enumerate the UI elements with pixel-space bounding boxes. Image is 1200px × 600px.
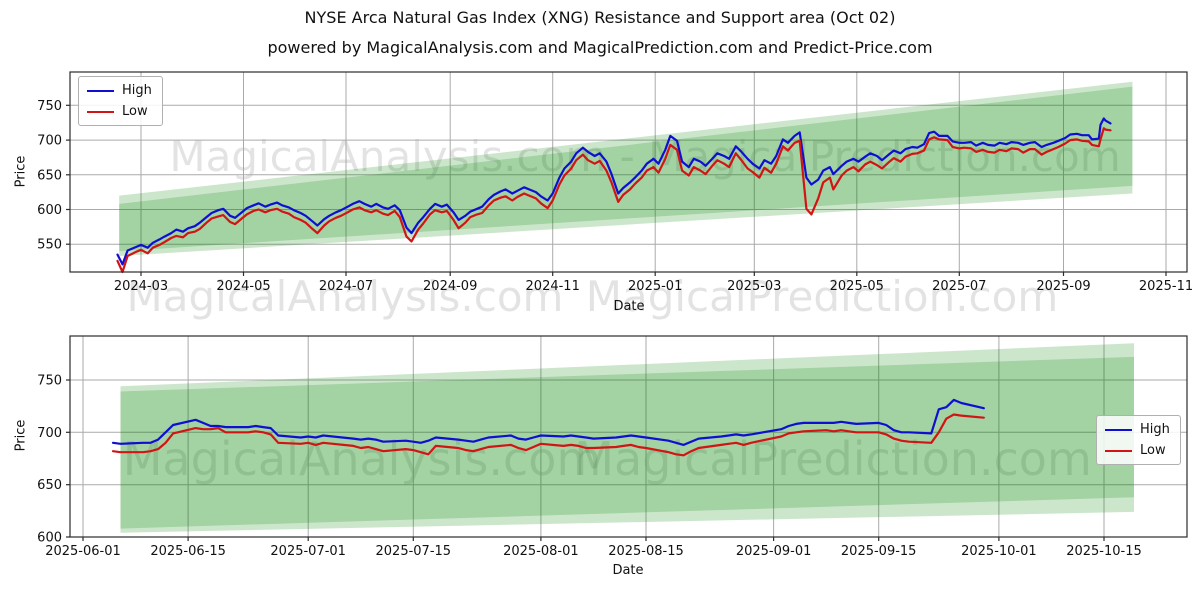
bottom-chart-ylabel: Price (13, 419, 29, 452)
x-tick-label: 2025-05 (830, 279, 884, 294)
x-tick-label: 2025-06-15 (150, 544, 226, 559)
x-tick-label: 2024-03 (114, 279, 168, 294)
chart-group: 2024-03 2024-05 2024-07 2024-09 2024-11 2025-… (37, 71, 1193, 294)
figure-subtitle: powered by MagicalAnalysis.com and Magic… (267, 38, 933, 57)
x-tick-label: 2025-09-15 (841, 544, 917, 559)
y-tick-label: 550 (37, 238, 62, 253)
y-tick-label: 700 (37, 134, 62, 149)
x-tick-label: 2025-07 (932, 279, 986, 294)
legend-top-chart: High Low (78, 76, 163, 126)
legend-entry-low: Low (1105, 443, 1170, 458)
legend-entry-high: High (1105, 422, 1170, 437)
x-tick-label: 2025-10-15 (1066, 544, 1142, 559)
legend-entry-high: High (87, 83, 152, 98)
x-tick-label: 2025-11 (1139, 279, 1193, 294)
x-tick-label: 2024-05 (216, 279, 270, 294)
low-line-sample (87, 110, 114, 113)
x-tick-label: 2025-09 (1036, 279, 1090, 294)
y-tick-label: 650 (37, 478, 62, 493)
x-tick-label: 2024-09 (423, 279, 477, 294)
x-tick-label: 2025-09-01 (736, 544, 812, 559)
legend-high-label: High (1140, 422, 1170, 437)
legend-low-label: Low (122, 104, 148, 119)
low-line (116, 127, 1112, 274)
y-tick-label: 700 (37, 426, 62, 441)
chart-group: 2025-06-01 2025-06-15 2025-07-01 2025-07-15… (37, 335, 1188, 559)
x-tick-label: 2024-11 (526, 279, 580, 294)
x-tick-label: 2025-07-15 (376, 544, 452, 559)
figure-title: NYSE Arca Natural Gas Index (XNG) Resist… (304, 8, 896, 27)
low-line-sample (1105, 449, 1132, 452)
plot-border (69, 335, 1188, 538)
x-tick-label: 2025-08-01 (503, 544, 579, 559)
legend-low-label: Low (1140, 443, 1166, 458)
x-tick-label: 2025-06-01 (45, 544, 121, 559)
x-tick-label: 2025-03 (727, 279, 781, 294)
high-line (116, 117, 1112, 266)
x-tick-label: 2025-07-01 (270, 544, 346, 559)
top-chart-ylabel: Price (13, 155, 29, 188)
x-tick-label: 2024-07 (319, 279, 373, 294)
y-tick-label: 650 (37, 168, 62, 183)
y-tick-label: 750 (37, 374, 62, 389)
bottom-chart-xlabel: Date (612, 563, 644, 578)
high-line-sample (87, 89, 114, 92)
x-tick-label: 2025-01 (628, 279, 682, 294)
x-tick-label: 2025-10-01 (961, 544, 1037, 559)
high-line-sample (1105, 428, 1132, 431)
low-line (111, 413, 985, 457)
y-tick-label: 750 (37, 99, 62, 114)
top-chart-xlabel: Date (613, 299, 645, 314)
y-tick-label: 600 (37, 531, 62, 546)
support-resistance-band (119, 81, 1133, 252)
legend-entry-low: Low (87, 104, 152, 119)
plot-border (69, 71, 1188, 273)
y-tick-label: 600 (37, 203, 62, 218)
legend-high-label: High (122, 83, 152, 98)
support-resistance-band (119, 86, 1133, 256)
high-line (111, 398, 985, 446)
legend-bottom-chart: High Low (1096, 415, 1181, 465)
x-tick-label: 2025-08-15 (608, 544, 684, 559)
